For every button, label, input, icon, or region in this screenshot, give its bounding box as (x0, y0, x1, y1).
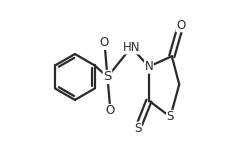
Text: HN: HN (123, 41, 140, 54)
Text: S: S (134, 122, 141, 135)
Text: N: N (145, 60, 153, 73)
Text: O: O (100, 36, 109, 49)
Text: S: S (103, 70, 112, 83)
Text: O: O (106, 104, 115, 118)
Text: O: O (176, 19, 185, 32)
Text: S: S (167, 110, 174, 123)
